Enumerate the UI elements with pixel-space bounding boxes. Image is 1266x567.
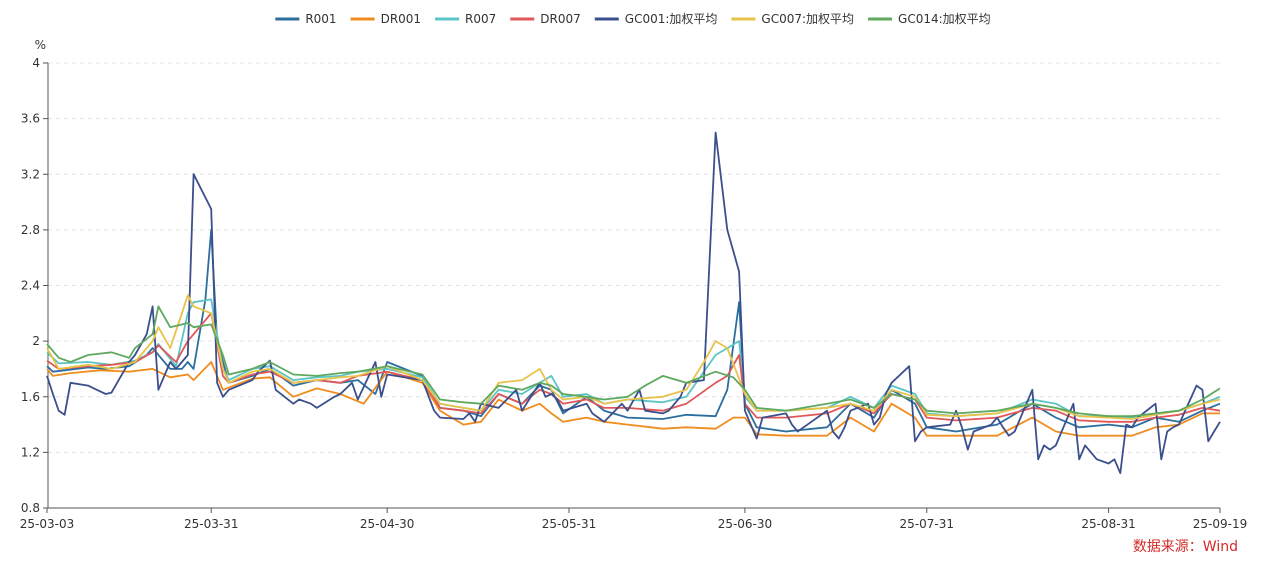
- series-line: [46, 229, 1221, 433]
- legend-label: DR001: [381, 12, 421, 26]
- series-line: [46, 131, 1221, 475]
- y-tick-label: 1.2: [21, 445, 40, 459]
- legend-label: GC007:加权平均: [761, 12, 854, 26]
- y-tick-label: 4: [32, 56, 40, 70]
- y-tick-label: 3.2: [21, 167, 40, 181]
- y-axis-unit: %: [35, 38, 46, 52]
- series-line: [46, 294, 1221, 420]
- x-tick-label: 25-09-19: [1193, 517, 1247, 531]
- y-tick-label: 2: [32, 334, 40, 348]
- series-line: [46, 361, 1220, 437]
- y-tick-label: 0.8: [21, 501, 40, 515]
- legend-label: R007: [465, 12, 496, 26]
- y-tick-label: 3.6: [21, 112, 40, 126]
- y-tick-label: 2.8: [21, 223, 40, 237]
- legend-label: R001: [305, 12, 336, 26]
- series-line: [46, 312, 1221, 423]
- y-tick-label: 2.4: [21, 279, 40, 293]
- x-tick-label: 25-07-31: [900, 517, 954, 531]
- legend-label: DR007: [540, 12, 580, 26]
- x-tick-label: 25-04-30: [360, 517, 414, 531]
- x-tick-label: 25-06-30: [718, 517, 772, 531]
- source-label: 数据来源：Wind: [1132, 539, 1238, 555]
- legend-label: GC014:加权平均: [898, 12, 991, 26]
- x-tick-label: 25-03-31: [184, 517, 238, 531]
- x-tick-label: 25-08-31: [1081, 517, 1135, 531]
- y-tick-label: 1.6: [21, 390, 40, 404]
- x-tick-label: 25-03-03: [20, 517, 74, 531]
- x-tick-label: 25-05-31: [542, 517, 596, 531]
- legend-label: GC001:加权平均: [625, 12, 718, 26]
- series-line: [46, 305, 1221, 418]
